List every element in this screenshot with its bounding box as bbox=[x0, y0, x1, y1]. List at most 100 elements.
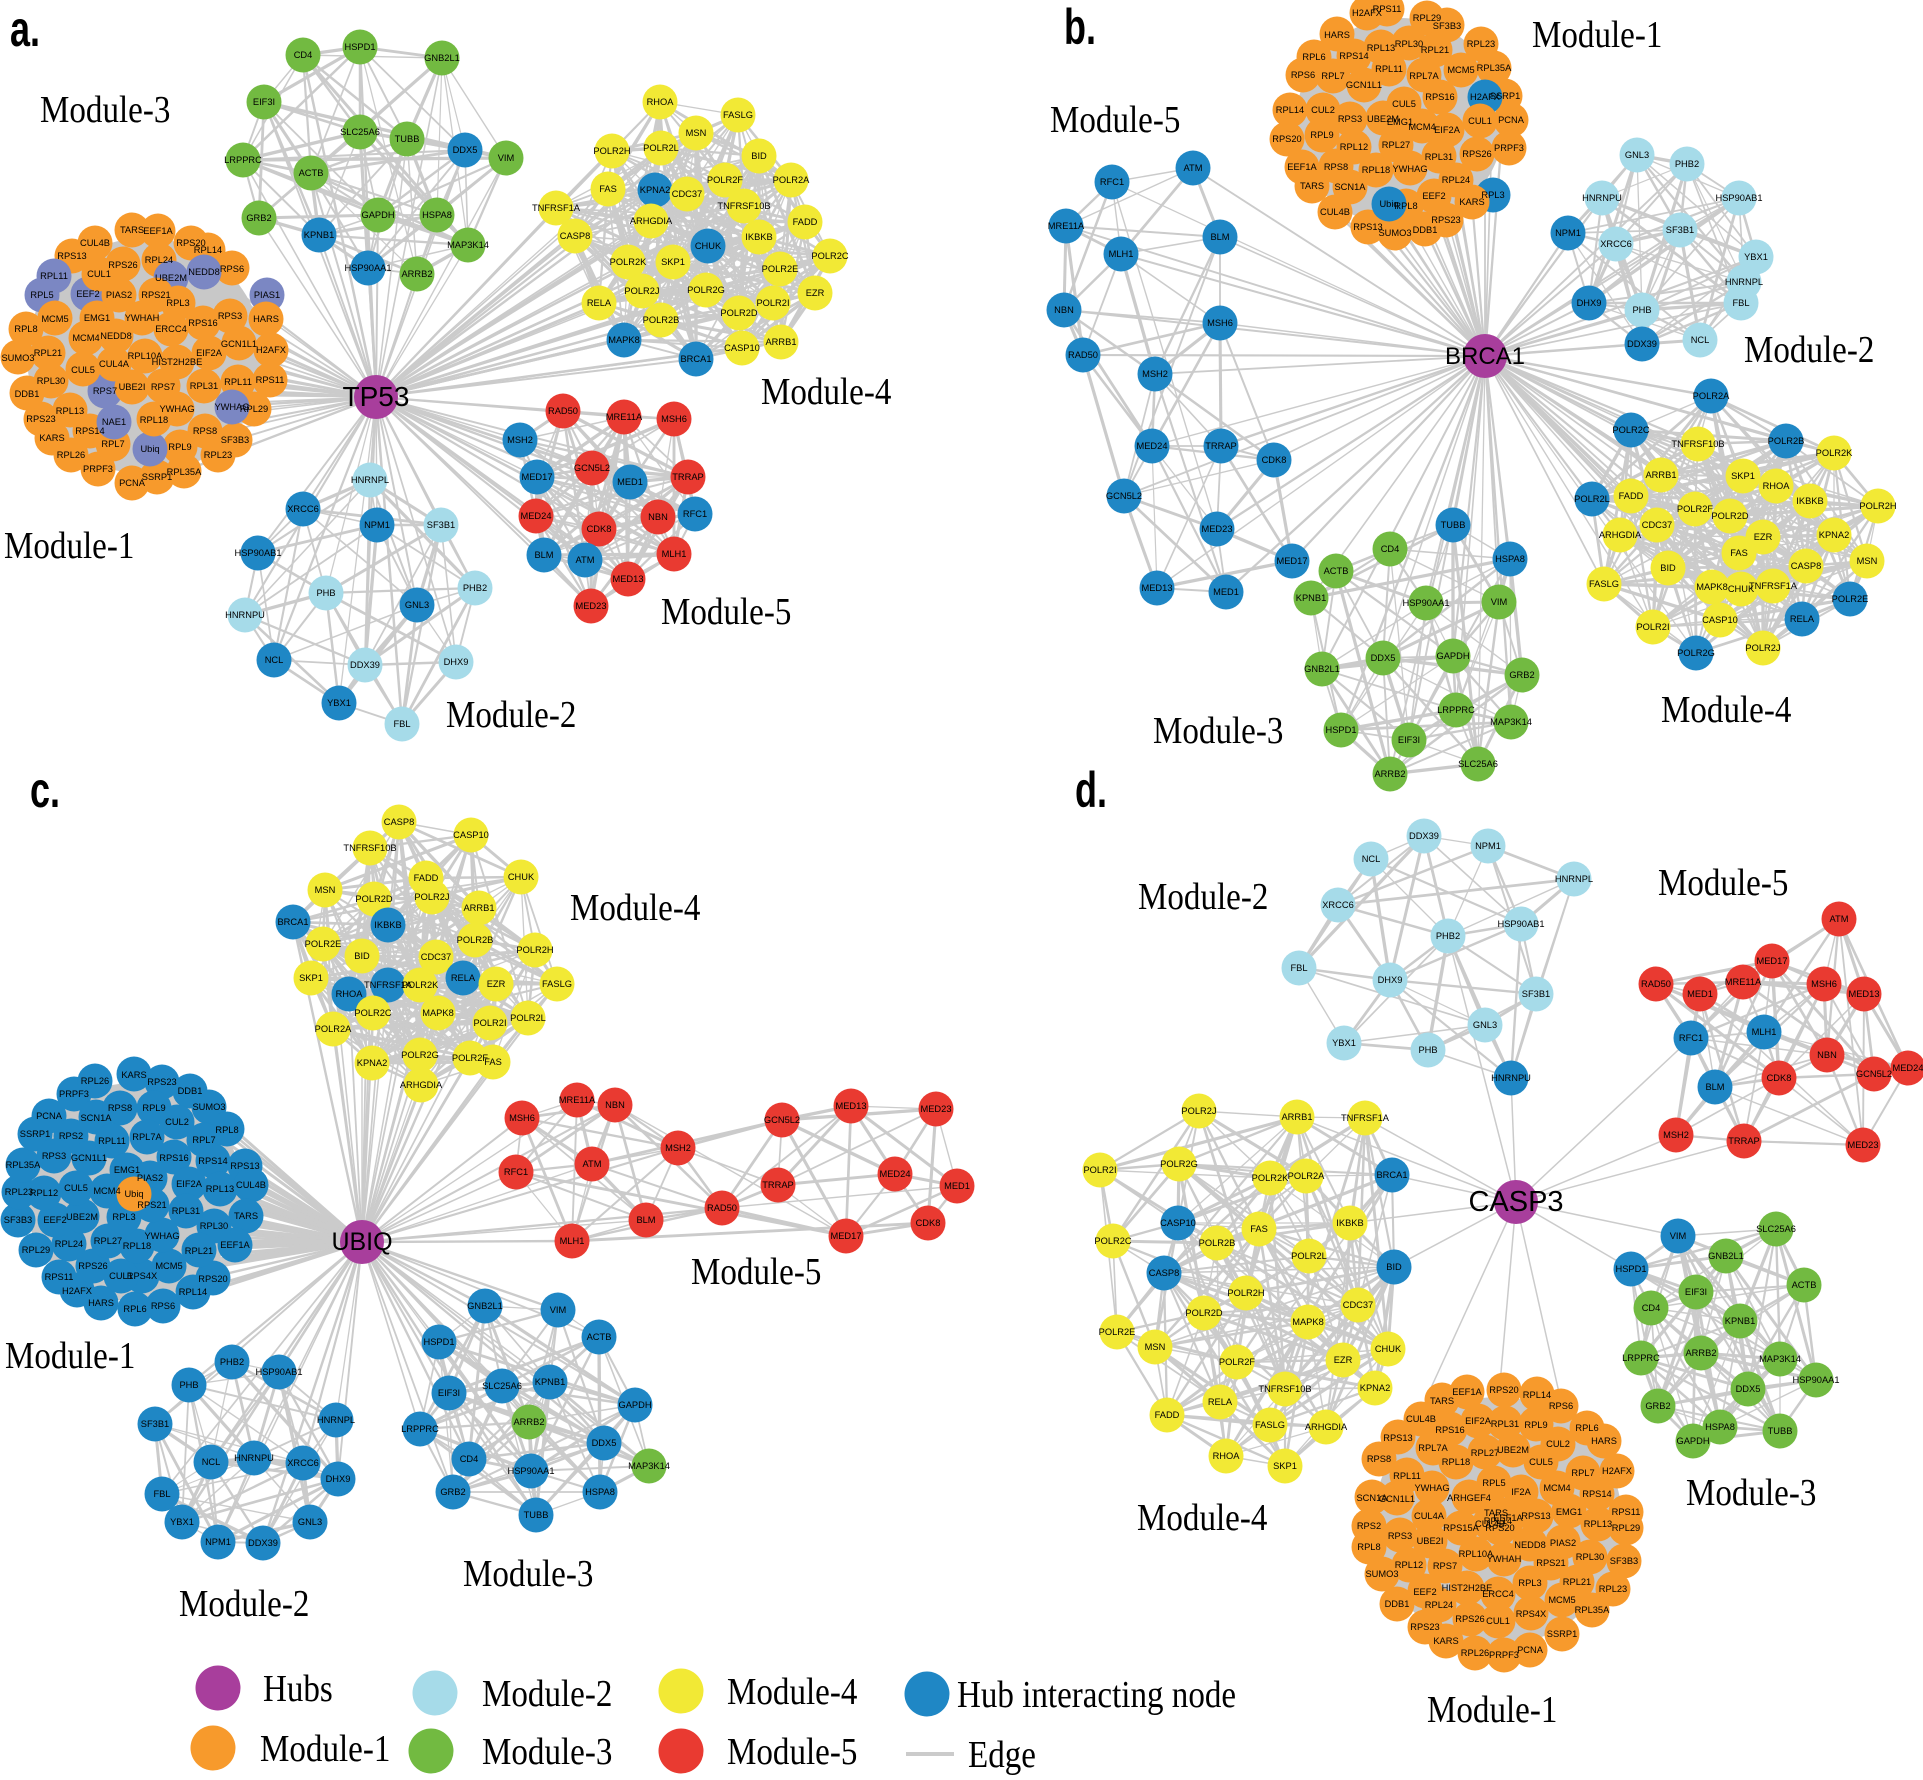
svg-text:FBL: FBL bbox=[153, 1489, 170, 1499]
svg-text:RPS21: RPS21 bbox=[1536, 1558, 1565, 1568]
svg-text:RPS14: RPS14 bbox=[75, 426, 104, 436]
svg-text:MAPK8: MAPK8 bbox=[1696, 582, 1728, 592]
svg-text:UBE2I: UBE2I bbox=[1417, 1536, 1444, 1546]
svg-text:CUL5: CUL5 bbox=[1392, 99, 1416, 109]
svg-text:CASP10: CASP10 bbox=[1702, 615, 1738, 625]
svg-text:RPS23: RPS23 bbox=[26, 414, 55, 424]
svg-text:HSP90AB1: HSP90AB1 bbox=[255, 1367, 302, 1377]
svg-text:CUL2: CUL2 bbox=[1311, 105, 1335, 115]
svg-text:RPS26: RPS26 bbox=[108, 260, 137, 270]
svg-text:PHB2: PHB2 bbox=[1436, 931, 1460, 941]
svg-text:Module-3: Module-3 bbox=[482, 1730, 612, 1773]
svg-text:RPL11: RPL11 bbox=[98, 1136, 126, 1146]
svg-text:RPL26: RPL26 bbox=[57, 450, 85, 460]
svg-text:DDX5: DDX5 bbox=[592, 1438, 617, 1448]
svg-text:GNL3: GNL3 bbox=[298, 1517, 322, 1527]
svg-text:RPL7: RPL7 bbox=[1321, 71, 1344, 81]
svg-text:POLR2C: POLR2C bbox=[1094, 1236, 1131, 1246]
svg-text:TUBB: TUBB bbox=[395, 134, 420, 144]
svg-text:SUMO3: SUMO3 bbox=[1378, 228, 1411, 238]
svg-text:CDC37: CDC37 bbox=[1642, 520, 1672, 530]
svg-text:PHB2: PHB2 bbox=[220, 1357, 244, 1367]
svg-text:RPL26: RPL26 bbox=[81, 1076, 109, 1086]
svg-text:RPS7: RPS7 bbox=[1433, 1561, 1457, 1571]
svg-text:RPS7: RPS7 bbox=[93, 386, 117, 396]
svg-text:YWHAG: YWHAG bbox=[214, 402, 249, 412]
svg-text:H2AFX: H2AFX bbox=[1470, 92, 1500, 102]
svg-text:SUMO3: SUMO3 bbox=[192, 1102, 225, 1112]
svg-text:GRB2: GRB2 bbox=[246, 213, 271, 223]
svg-text:NBN: NBN bbox=[648, 512, 668, 522]
svg-text:RAD50: RAD50 bbox=[548, 406, 578, 416]
svg-text:RAD50: RAD50 bbox=[1641, 979, 1671, 989]
svg-text:DHX9: DHX9 bbox=[326, 1474, 351, 1484]
svg-text:MCM5: MCM5 bbox=[1548, 1595, 1575, 1605]
svg-text:MED23: MED23 bbox=[920, 1104, 951, 1114]
svg-text:GAPDH: GAPDH bbox=[618, 1400, 651, 1410]
svg-text:FBL: FBL bbox=[1290, 963, 1307, 973]
svg-text:ARRB1: ARRB1 bbox=[765, 337, 796, 347]
svg-text:GCN1L1: GCN1L1 bbox=[1379, 1494, 1415, 1504]
svg-text:CASP10: CASP10 bbox=[724, 343, 760, 353]
svg-text:LRPPRC: LRPPRC bbox=[1622, 1353, 1660, 1363]
svg-text:MCM4: MCM4 bbox=[72, 333, 99, 343]
svg-text:MRE11A: MRE11A bbox=[1725, 977, 1762, 987]
svg-text:HSPD1: HSPD1 bbox=[344, 42, 375, 52]
svg-text:FASLG: FASLG bbox=[723, 110, 753, 120]
svg-text:RPS16: RPS16 bbox=[1425, 92, 1454, 102]
svg-text:MAP3K14: MAP3K14 bbox=[628, 1461, 670, 1471]
svg-text:TUBB: TUBB bbox=[524, 1510, 549, 1520]
svg-text:POLR2E: POLR2E bbox=[1832, 594, 1869, 604]
svg-text:POLR2C: POLR2C bbox=[811, 251, 848, 261]
svg-text:EMG1: EMG1 bbox=[1556, 1507, 1582, 1517]
svg-text:KPNB1: KPNB1 bbox=[1725, 1316, 1756, 1326]
svg-text:POLR2I: POLR2I bbox=[1083, 1165, 1116, 1175]
svg-text:TRRAP: TRRAP bbox=[672, 472, 704, 482]
svg-text:NBN: NBN bbox=[605, 1100, 625, 1110]
svg-text:Module-3: Module-3 bbox=[1686, 1471, 1816, 1514]
svg-text:POLR2F: POLR2F bbox=[1219, 1357, 1255, 1367]
svg-text:TUBB: TUBB bbox=[1441, 520, 1466, 530]
svg-text:RPS20: RPS20 bbox=[1272, 134, 1301, 144]
svg-text:GCN1L1: GCN1L1 bbox=[221, 339, 257, 349]
svg-text:MRE11A: MRE11A bbox=[1048, 221, 1085, 231]
svg-text:HNRNPL: HNRNPL bbox=[351, 475, 389, 485]
svg-text:HSP90AB1: HSP90AB1 bbox=[1715, 193, 1762, 203]
svg-text:RPL31: RPL31 bbox=[172, 1206, 200, 1216]
svg-text:RPL21: RPL21 bbox=[1421, 45, 1449, 55]
svg-text:ARRB1: ARRB1 bbox=[1281, 1112, 1312, 1122]
svg-text:POLR2L: POLR2L bbox=[510, 1013, 546, 1023]
svg-text:EIF3I: EIF3I bbox=[1398, 735, 1420, 745]
svg-text:EEF2: EEF2 bbox=[1422, 191, 1445, 201]
svg-text:POLR2E: POLR2E bbox=[1099, 1327, 1136, 1337]
svg-text:BRCA1: BRCA1 bbox=[1445, 343, 1525, 370]
svg-text:RPL7A: RPL7A bbox=[1418, 1443, 1448, 1453]
svg-text:EIF2A: EIF2A bbox=[176, 1179, 203, 1189]
svg-text:RPL24: RPL24 bbox=[1425, 1600, 1453, 1610]
svg-text:RPL7: RPL7 bbox=[192, 1135, 215, 1145]
svg-text:RPL12: RPL12 bbox=[30, 1188, 58, 1198]
svg-text:MED24: MED24 bbox=[520, 511, 551, 521]
svg-text:MED17: MED17 bbox=[1756, 956, 1787, 966]
svg-text:Module-2: Module-2 bbox=[1744, 328, 1874, 371]
svg-text:GCN1L1: GCN1L1 bbox=[71, 1153, 107, 1163]
svg-text:PIAS1: PIAS1 bbox=[254, 290, 280, 300]
svg-text:UBE2M: UBE2M bbox=[1497, 1445, 1529, 1455]
svg-text:YWHAH: YWHAH bbox=[125, 313, 160, 323]
svg-text:ATM: ATM bbox=[583, 1159, 602, 1169]
svg-text:SSRP1: SSRP1 bbox=[20, 1129, 51, 1139]
svg-text:RPS11: RPS11 bbox=[45, 1272, 74, 1282]
svg-text:RHOA: RHOA bbox=[647, 97, 675, 107]
svg-text:MSH2: MSH2 bbox=[665, 1143, 691, 1153]
svg-text:DDB1: DDB1 bbox=[178, 1086, 203, 1096]
svg-text:RPS23: RPS23 bbox=[1431, 215, 1460, 225]
svg-text:MED1: MED1 bbox=[1687, 989, 1713, 999]
svg-text:RPL27: RPL27 bbox=[1382, 140, 1410, 150]
svg-text:RPL13: RPL13 bbox=[1367, 43, 1395, 53]
svg-text:GAPDH: GAPDH bbox=[361, 210, 394, 220]
svg-text:Module-2: Module-2 bbox=[446, 693, 576, 736]
svg-text:BRCA1: BRCA1 bbox=[277, 917, 308, 927]
svg-text:SUMO3: SUMO3 bbox=[1, 353, 34, 363]
svg-text:ERCC4: ERCC4 bbox=[155, 324, 187, 334]
svg-text:POLR2L: POLR2L bbox=[1291, 1251, 1327, 1261]
